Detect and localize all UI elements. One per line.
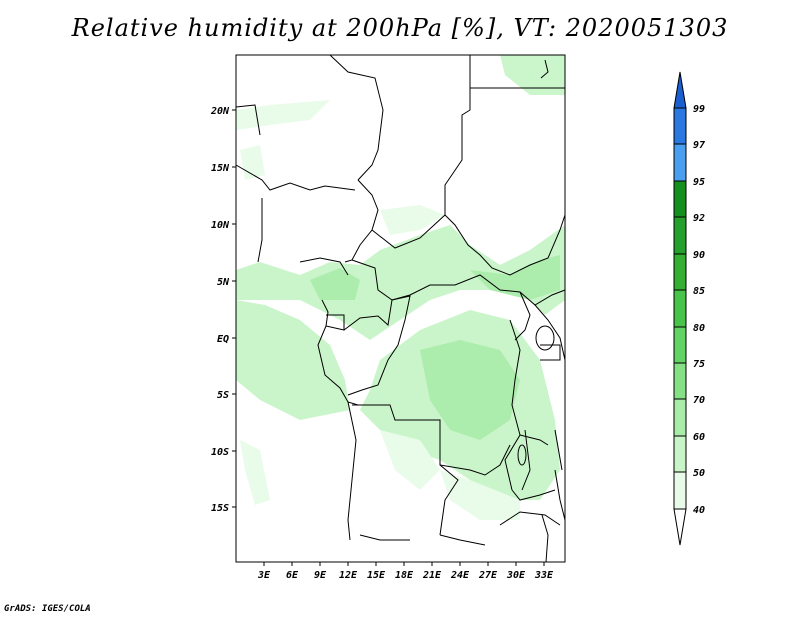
lon-axis: 3E 6E 9E 12E 15E 18E 21E 24E 27E 30E 33E (257, 562, 554, 581)
lakes (517, 59, 555, 466)
colorbar-segment (673, 326, 687, 364)
colorbar-label: 92 (693, 213, 705, 224)
colorbar-label: 60 (693, 432, 705, 443)
colorbar-label: 99 (693, 104, 705, 115)
colorbar-label: 80 (693, 323, 705, 334)
lon-label: 9E (314, 570, 327, 581)
lat-label: 20N (210, 106, 230, 117)
lat-label: 10N (211, 220, 230, 231)
lon-label: 33E (534, 570, 554, 581)
colorbar-label: 75 (693, 359, 705, 370)
lon-label: 15E (367, 570, 386, 581)
colorbar-label: 97 (693, 140, 705, 151)
lon-label: 30E (506, 570, 526, 581)
colorbar-label: 90 (693, 250, 705, 261)
colorbar-segment (673, 253, 687, 291)
colorbar-segment (673, 107, 687, 145)
lon-label: 27E (478, 570, 498, 581)
colorbar-bottom-arrow (673, 508, 687, 546)
lon-label: 18E (395, 570, 414, 581)
lon-label: 12E (339, 570, 358, 581)
colorbar (673, 71, 687, 546)
colorbar-labels: 99 97 95 92 90 85 80 75 70 60 50 40 (693, 104, 705, 516)
lon-label: 24E (450, 570, 470, 581)
lat-label: 15N (211, 163, 230, 174)
colorbar-segment (673, 398, 687, 437)
humidity-shading (236, 55, 565, 520)
colorbar-segment (673, 216, 687, 255)
lat-label: 10S (211, 447, 229, 458)
map-title: Relative humidity at 200hPa [%], VT: 202… (71, 14, 729, 42)
colorbar-label: 95 (693, 177, 705, 188)
colorbar-segment (673, 435, 687, 473)
map-frame (235, 54, 566, 563)
lon-label: 6E (286, 570, 299, 581)
lon-label: 3E (257, 570, 271, 581)
lat-axis: 20N 15N 10N 5N EQ 5S 10S 15S (210, 106, 236, 514)
colorbar-segment (673, 471, 687, 510)
colorbar-segment (673, 289, 687, 328)
colorbar-label: 50 (693, 468, 705, 479)
colorbar-segment (673, 362, 687, 400)
colorbar-label: 40 (693, 505, 705, 516)
credit-label: GrADS: IGES/COLA (4, 604, 91, 614)
colorbar-segment (673, 143, 687, 182)
country-borders (235, 54, 566, 563)
colorbar-top-arrow (673, 71, 687, 109)
colorbar-label: 85 (693, 286, 705, 297)
colorbar-label: 70 (693, 395, 705, 406)
lat-label: 5S (217, 390, 229, 401)
lat-label: 15S (211, 503, 229, 514)
lon-label: 21E (422, 570, 442, 581)
colorbar-segment (673, 180, 687, 218)
lat-label: 5N (217, 277, 230, 288)
lat-label: EQ (217, 334, 229, 345)
